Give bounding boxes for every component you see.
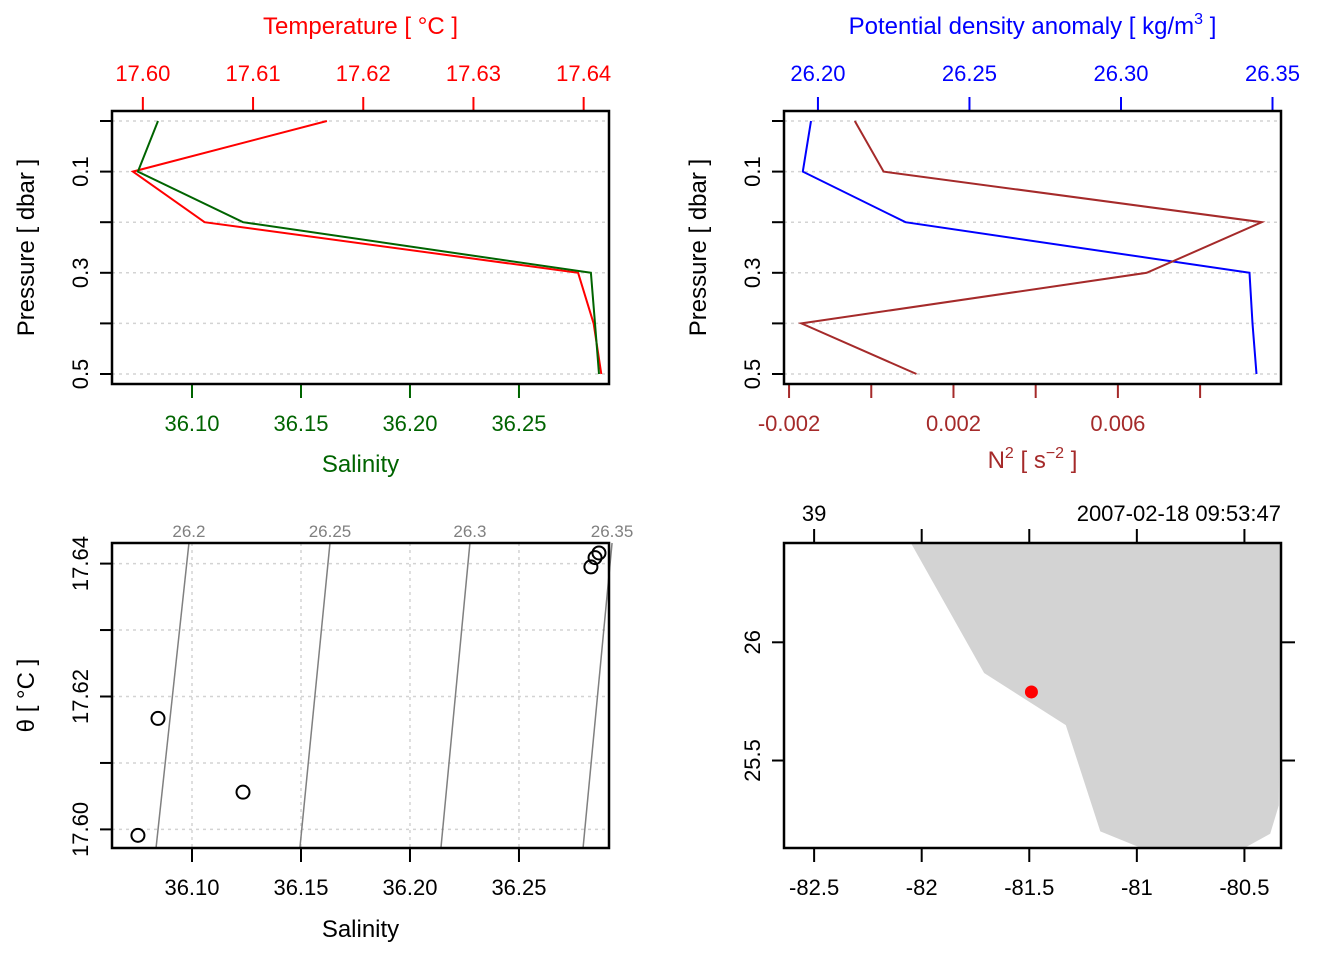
y-tick-label: 0.1 xyxy=(740,156,765,187)
top-axis-tick-label: 26.25 xyxy=(942,61,997,86)
x-tick-label: 36.10 xyxy=(164,875,219,900)
bottom-axis-tick-label: 36.20 xyxy=(382,411,437,436)
bottom-axis-title: Salinity xyxy=(322,451,399,478)
y-tick-label: 17.62 xyxy=(68,669,93,724)
series-line-potential-density-anomaly xyxy=(801,120,1258,375)
plot-frame xyxy=(782,109,1283,386)
isopycnal-line xyxy=(299,542,331,849)
ts-point xyxy=(591,545,607,561)
ts-diagram-panel: 26.2 26.25 26.3 26.35 36.10 36.15 36.20 36.25 Sa… xyxy=(13,522,633,943)
bottom-axis-title-superscript: 2 xyxy=(1005,445,1014,462)
y-axis-label: θ [ °C ] xyxy=(13,659,40,733)
station-label: 39 xyxy=(802,501,826,526)
latitude-tick-label: 25.5 xyxy=(740,739,765,782)
longitude-tick-label: -82 xyxy=(906,875,938,900)
series-line-salinity xyxy=(136,120,600,375)
y-tick-label: 0.5 xyxy=(740,359,765,390)
y-tick-label: 17.64 xyxy=(68,536,93,591)
isopycnal-label: 26.35 xyxy=(591,522,634,541)
bottom-axis-tick-label: 36.10 xyxy=(164,411,219,436)
x-axis-label: Salinity xyxy=(322,916,399,943)
y-tick-label: 0.1 xyxy=(68,156,93,187)
bottom-axis-title: N2 [ s−2 ] xyxy=(988,445,1078,474)
plot-frame xyxy=(110,109,611,386)
density-n2-profile-panel: 0.1 0.3 0.5 Pressure [ dbar ] 26.20 26.25 26.3… xyxy=(685,11,1300,474)
isopycnal-label: 26.3 xyxy=(453,522,486,541)
top-axis-tick-label: 26.20 xyxy=(790,61,845,86)
top-axis-title-text: Potential density anomaly [ kg/m xyxy=(849,13,1195,40)
bottom-axis-title-end: ] xyxy=(1064,447,1077,474)
station-marker xyxy=(1024,685,1038,699)
top-axis-tick-label: 17.60 xyxy=(115,61,170,86)
top-axis-title-superscript: 3 xyxy=(1194,11,1203,28)
station-time-label: 2007-02-18 09:53:47 xyxy=(1077,501,1281,526)
map-frame xyxy=(782,541,1283,850)
longitude-tick-label: -81 xyxy=(1121,875,1153,900)
ts-point xyxy=(587,550,603,566)
x-tick-label: 36.20 xyxy=(382,875,437,900)
latitude-tick-label: 26 xyxy=(740,630,765,654)
series-line-n2 xyxy=(797,120,1266,375)
longitude-tick-label: -81.5 xyxy=(1004,875,1054,900)
station-map-panel: -82.5 -82 -81.5 -81 -80.5 25.5 26 39 2007-02-18 … xyxy=(740,501,1295,900)
ts-point xyxy=(235,784,251,800)
isopycnal-line xyxy=(440,542,471,849)
ts-point xyxy=(130,827,146,843)
isopycnal-line xyxy=(155,542,190,849)
top-axis-tick-label: 17.64 xyxy=(556,61,611,86)
longitude-tick-label: -82.5 xyxy=(789,875,839,900)
isopycnal-line xyxy=(582,542,613,849)
top-axis-tick-label: 17.61 xyxy=(226,61,281,86)
y-axis-label: Pressure [ dbar ] xyxy=(685,159,712,336)
ts-point xyxy=(150,710,166,726)
x-tick-label: 36.15 xyxy=(273,875,328,900)
bottom-axis-tick-label: 0.006 xyxy=(1090,411,1145,436)
series-line-temperature xyxy=(130,120,603,375)
y-axis-label: Pressure [ dbar ] xyxy=(13,159,40,336)
y-tick-label: 0.5 xyxy=(68,359,93,390)
top-axis-title: Potential density anomaly [ kg/m3 ] xyxy=(849,11,1217,40)
x-tick-label: 36.25 xyxy=(491,875,546,900)
plot-frame xyxy=(110,541,611,850)
bottom-axis-tick-label: 36.25 xyxy=(491,411,546,436)
y-tick-label: 0.3 xyxy=(68,258,93,289)
y-tick-label: 0.3 xyxy=(740,258,765,289)
top-axis-tick-label: 26.30 xyxy=(1093,61,1148,86)
top-axis-title: Temperature [ °C ] xyxy=(263,13,458,40)
top-axis-tick-label: 17.62 xyxy=(336,61,391,86)
longitude-tick-label: -80.5 xyxy=(1219,875,1269,900)
bottom-axis-tick-label: 0.002 xyxy=(926,411,981,436)
isopycnal-label: 26.25 xyxy=(309,522,352,541)
bottom-axis-title-mid: [ s xyxy=(1014,447,1046,474)
top-axis-title-end: ] xyxy=(1203,13,1216,40)
land-polygon xyxy=(910,543,1281,848)
bottom-axis-title-text: N xyxy=(988,447,1005,474)
ts-point xyxy=(583,559,599,575)
y-tick-label: 17.60 xyxy=(68,802,93,857)
bottom-axis-tick-label: 36.15 xyxy=(273,411,328,436)
top-axis-tick-label: 26.35 xyxy=(1245,61,1300,86)
temperature-salinity-profile-panel: 0.1 0.3 0.5 Pressure [ dbar ] 17.60 17.61 17.6… xyxy=(13,13,611,478)
top-axis-tick-label: 17.63 xyxy=(446,61,501,86)
bottom-axis-title-superscript: −2 xyxy=(1046,445,1064,462)
isopycnal-label: 26.2 xyxy=(172,522,205,541)
bottom-axis-tick-label: -0.002 xyxy=(758,411,820,436)
